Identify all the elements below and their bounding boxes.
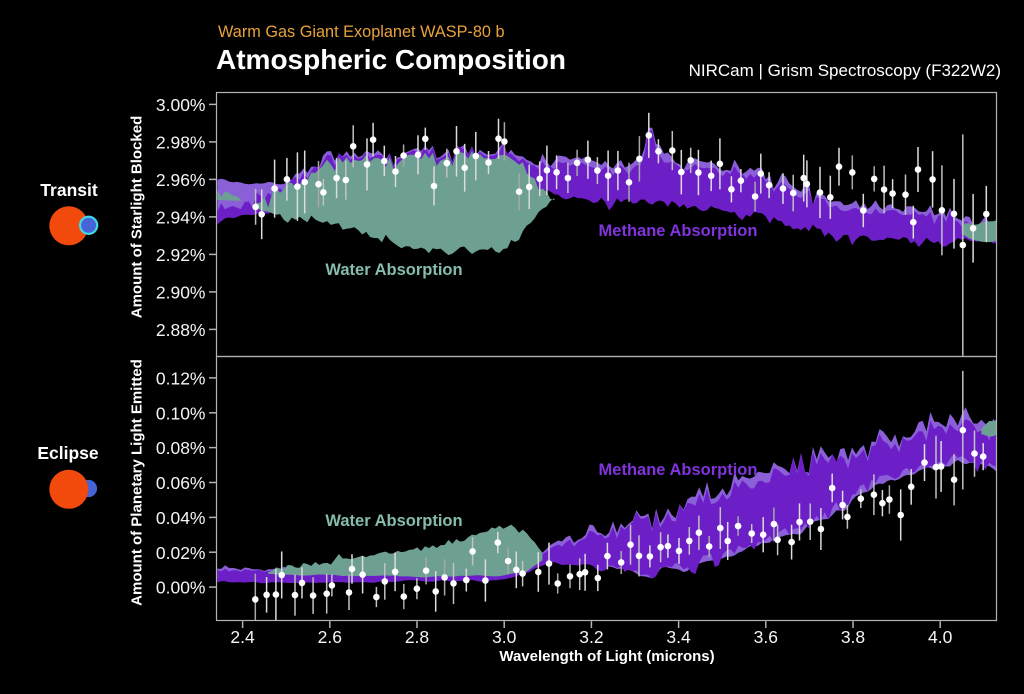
svg-text:2.8: 2.8 [405,627,429,647]
svg-text:0.10%: 0.10% [156,403,206,423]
svg-text:3.8: 3.8 [841,627,865,647]
svg-text:Eclipse: Eclipse [37,443,99,463]
svg-text:2.4: 2.4 [230,627,255,647]
svg-text:Amount of Planetary Light Emit: Amount of Planetary Light Emitted [129,359,146,606]
svg-text:3.2: 3.2 [579,627,603,647]
svg-text:Water Absorption: Water Absorption [325,512,462,530]
svg-text:Methane Absorption: Methane Absorption [599,461,758,479]
svg-text:2.96%: 2.96% [156,170,206,190]
svg-text:3.0: 3.0 [492,627,517,647]
svg-text:0.06%: 0.06% [156,473,206,493]
svg-text:Methane Absorption: Methane Absorption [599,222,758,240]
svg-text:NIRCam | Grism Spectroscopy (F: NIRCam | Grism Spectroscopy (F322W2) [689,61,1001,80]
svg-text:3.00%: 3.00% [156,95,206,115]
svg-text:Warm Gas Giant Exoplanet WASP-: Warm Gas Giant Exoplanet WASP-80 b [218,23,505,41]
svg-text:2.98%: 2.98% [156,132,206,152]
svg-text:Atmospheric Composition: Atmospheric Composition [216,44,566,75]
svg-text:Water Absorption: Water Absorption [325,261,462,279]
svg-text:0.02%: 0.02% [156,543,206,563]
svg-text:2.90%: 2.90% [156,282,206,302]
svg-text:0.04%: 0.04% [156,508,206,528]
svg-text:2.94%: 2.94% [156,207,206,227]
svg-text:0.00%: 0.00% [156,578,206,598]
svg-text:4.0: 4.0 [928,627,953,647]
svg-text:0.08%: 0.08% [156,438,206,458]
svg-text:2.88%: 2.88% [156,320,206,340]
svg-text:2.92%: 2.92% [156,245,206,265]
svg-text:3.6: 3.6 [754,627,778,647]
svg-text:0.12%: 0.12% [156,368,206,388]
svg-text:3.4: 3.4 [666,627,691,647]
svg-text:2.6: 2.6 [318,627,342,647]
svg-text:Amount of Starlight Blocked: Amount of Starlight Blocked [129,116,146,319]
svg-text:Transit: Transit [40,180,98,200]
svg-text:Wavelength of Light (microns): Wavelength of Light (microns) [499,648,714,665]
